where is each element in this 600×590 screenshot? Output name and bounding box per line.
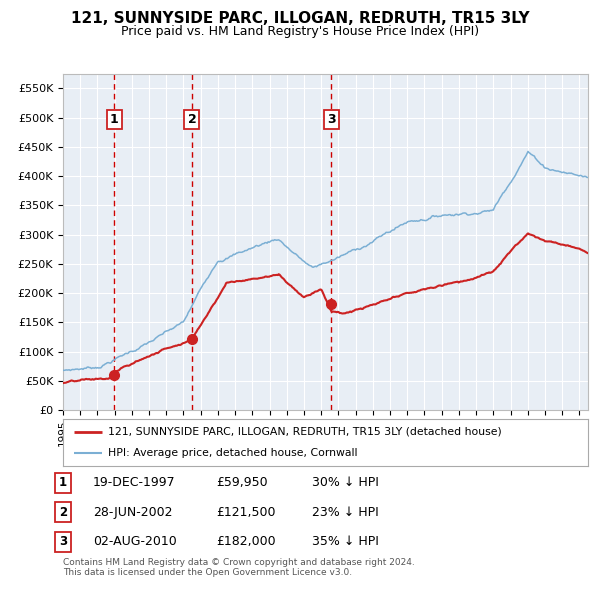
Text: 2: 2 [188, 113, 196, 126]
Text: 28-JUN-2002: 28-JUN-2002 [93, 506, 173, 519]
Text: 23% ↓ HPI: 23% ↓ HPI [312, 506, 379, 519]
Text: £59,950: £59,950 [216, 476, 268, 489]
Text: 121, SUNNYSIDE PARC, ILLOGAN, REDRUTH, TR15 3LY (detached house): 121, SUNNYSIDE PARC, ILLOGAN, REDRUTH, T… [107, 427, 502, 437]
Text: 1: 1 [59, 476, 67, 489]
Text: 1: 1 [110, 113, 118, 126]
Text: £182,000: £182,000 [216, 535, 275, 548]
Text: 02-AUG-2010: 02-AUG-2010 [93, 535, 177, 548]
Text: 121, SUNNYSIDE PARC, ILLOGAN, REDRUTH, TR15 3LY: 121, SUNNYSIDE PARC, ILLOGAN, REDRUTH, T… [71, 11, 529, 25]
Text: Contains HM Land Registry data © Crown copyright and database right 2024.
This d: Contains HM Land Registry data © Crown c… [63, 558, 415, 577]
Text: Price paid vs. HM Land Registry's House Price Index (HPI): Price paid vs. HM Land Registry's House … [121, 25, 479, 38]
Text: 3: 3 [327, 113, 335, 126]
Text: £121,500: £121,500 [216, 506, 275, 519]
Text: 30% ↓ HPI: 30% ↓ HPI [312, 476, 379, 489]
Text: 19-DEC-1997: 19-DEC-1997 [93, 476, 176, 489]
Text: HPI: Average price, detached house, Cornwall: HPI: Average price, detached house, Corn… [107, 448, 357, 458]
Text: 3: 3 [59, 535, 67, 548]
Text: 2: 2 [59, 506, 67, 519]
Text: 35% ↓ HPI: 35% ↓ HPI [312, 535, 379, 548]
